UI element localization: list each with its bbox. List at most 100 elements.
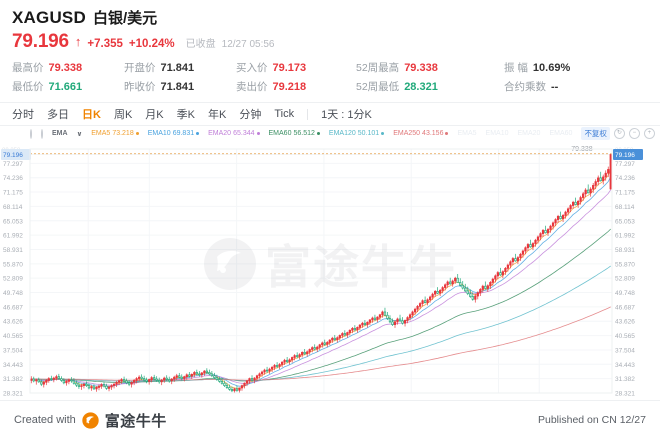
y-tick-left: 71.175 <box>3 190 23 197</box>
ema20-legend[interactable]: EMA20 65.344 <box>208 130 260 137</box>
tab-minute[interactable]: 分钟 <box>239 109 262 121</box>
ema10-color-dot <box>196 132 200 135</box>
stat-value: 79.338 <box>404 62 438 74</box>
last-price: 79.196 <box>12 31 69 52</box>
stat-value: 28.321 <box>404 81 438 93</box>
y-tick-right: 74.236 <box>615 175 635 182</box>
y-tick-left: 43.626 <box>3 319 23 326</box>
y-tick-left: 28.321 <box>3 391 23 398</box>
tab-mode-label[interactable]: 1天 : 1分K <box>321 109 372 121</box>
indicator-controls[interactable]: 不复权 ↻ − + <box>581 127 655 140</box>
ema120-label: EMA120 <box>328 130 356 137</box>
adjustment-badge[interactable]: 不复权 <box>581 127 610 140</box>
price-line: 79.196 ↑ +7.355 +10.24% 已收盘 12/27 05:56 <box>12 31 648 53</box>
ghost-label-3: EMA20 <box>517 130 541 137</box>
ema5-legend[interactable]: EMA5 73.218 <box>91 130 139 137</box>
eye-toggle-icon[interactable] <box>41 128 43 139</box>
chevron-down-icon[interactable]: ∨ <box>76 130 83 138</box>
y-tick-left: 40.565 <box>3 333 23 340</box>
stat-open: 开盘价 71.841 <box>124 60 236 75</box>
stat-52w-high: 52周最高 79.338 <box>356 60 504 75</box>
footer-brand: 富途牛牛 <box>104 412 167 430</box>
published-label: Published on CN 12/27 <box>538 414 646 426</box>
stat-label: 开盘价 <box>124 62 156 74</box>
stat-label: 合约乘数 <box>504 81 546 93</box>
stat-value: 71.661 <box>48 81 83 93</box>
footer-bar: Created with 富途牛牛 Published on CN 12/27 <box>0 400 660 439</box>
tab-duori[interactable]: 多日 <box>47 109 69 121</box>
ema120-legend[interactable]: EMA120 50.101 <box>328 130 385 137</box>
y-tick-right: 68.114 <box>615 204 635 211</box>
ema10-legend[interactable]: EMA10 69.831 <box>148 130 200 137</box>
ema60-legend[interactable]: EMA60 56.512 <box>269 130 320 137</box>
timeframe-tabbar[interactable]: 分时 多日 日K 周K 月K 季K 年K 分钟 Tick 1天 : 1分K <box>0 102 660 126</box>
stat-amplitude: 振 幅 10.69% <box>504 60 648 75</box>
y-tick-right: 43.626 <box>615 319 635 326</box>
ema5-color-dot <box>135 132 139 135</box>
price-up-arrow-icon: ↑ <box>74 34 82 49</box>
candlestick-chart[interactable]: 79.33828.32180.35880.35879.19679.19677.2… <box>0 141 660 397</box>
tab-tick[interactable]: Tick <box>274 108 295 120</box>
ema60-label: EMA60 <box>268 130 292 137</box>
stat-prev-close: 昨收价 71.841 <box>124 79 236 94</box>
chart-canvas[interactable]: 79.33828.32180.35880.35879.19679.19677.2… <box>0 141 660 397</box>
price-change: +7.355 <box>87 38 123 50</box>
y-tick-right: 79.196 <box>615 152 635 159</box>
ghost-label-2: EMA10 <box>485 130 509 137</box>
refresh-icon[interactable]: ↻ <box>613 128 625 139</box>
ghost-label-1: EMA5 <box>457 130 477 137</box>
y-tick-left: 34.443 <box>3 362 23 369</box>
stat-label: 52周最低 <box>356 81 400 93</box>
tab-quarterly-k[interactable]: 季K <box>176 109 195 121</box>
tab-daily-k[interactable]: 日K <box>82 109 101 121</box>
y-tick-right: 46.687 <box>615 304 635 311</box>
ema20-value: 65.344 <box>233 130 255 137</box>
price-change-percent: +10.24% <box>128 38 175 50</box>
zoom-in-icon[interactable]: + <box>643 128 655 139</box>
ema20-label: EMA20 <box>208 130 232 137</box>
stat-label: 最低价 <box>12 81 44 93</box>
ema250-legend[interactable]: EMA250 43.156 <box>393 130 449 137</box>
stat-label: 昨收价 <box>124 81 156 93</box>
y-tick-right: 49.748 <box>615 290 635 297</box>
tab-divider <box>307 108 309 120</box>
stat-value: 79.218 <box>272 81 307 93</box>
y-tick-right: 31.382 <box>615 376 635 383</box>
y-tick-left: 49.748 <box>3 290 23 297</box>
tab-yearly-k[interactable]: 年K <box>207 109 227 121</box>
tab-weekly-k[interactable]: 周K <box>113 109 133 121</box>
stat-label: 卖出价 <box>236 81 268 93</box>
ema60-value: 56.512 <box>293 130 315 137</box>
y-tick-right: 77.297 <box>615 161 635 168</box>
quote-timestamp: 12/27 05:56 <box>221 39 275 50</box>
ghost-label-4: EMA60 <box>549 130 573 137</box>
y-tick-left: 79.196 <box>3 152 23 159</box>
stat-value: 10.69% <box>532 62 571 74</box>
symbol-code: XAGUSD <box>12 8 86 27</box>
tab-fenshi[interactable]: 分时 <box>12 109 34 121</box>
created-with-label: Created with <box>14 414 76 426</box>
zoom-out-icon[interactable]: − <box>628 128 640 139</box>
y-tick-left: 46.687 <box>3 304 23 311</box>
tab-monthly-k[interactable]: 月K <box>145 109 164 121</box>
footer-created-with: Created with 富途牛牛 <box>14 410 167 431</box>
stat-label: 最高价 <box>12 62 44 74</box>
y-tick-left: 74.236 <box>3 175 23 182</box>
stat-high: 最高价 79.338 <box>12 60 124 75</box>
y-tick-right: 37.504 <box>615 347 635 354</box>
stat-value: 79.173 <box>272 62 307 74</box>
ema5-value: 73.218 <box>112 130 134 137</box>
y-tick-left: 31.382 <box>3 376 23 383</box>
ema120-value: 50.101 <box>357 130 380 137</box>
indicator-row[interactable]: EMA ∨ EMA5 73.218 EMA10 69.831 EMA20 65.… <box>0 126 660 141</box>
y-tick-left: 55.870 <box>3 261 23 268</box>
stat-ask: 卖出价 79.218 <box>236 79 356 94</box>
y-tick-left: 52.809 <box>3 276 23 283</box>
y-tick-right: 40.565 <box>615 333 635 340</box>
settings-gear-icon[interactable] <box>30 128 32 139</box>
y-tick-right: 28.321 <box>615 391 635 398</box>
quote-header: XAGUSD 白银/美元 79.196 ↑ +7.355 +10.24% 已收盘… <box>0 0 660 53</box>
stat-label: 振 幅 <box>504 62 528 74</box>
symbol-name: 白银/美元 <box>92 10 158 27</box>
